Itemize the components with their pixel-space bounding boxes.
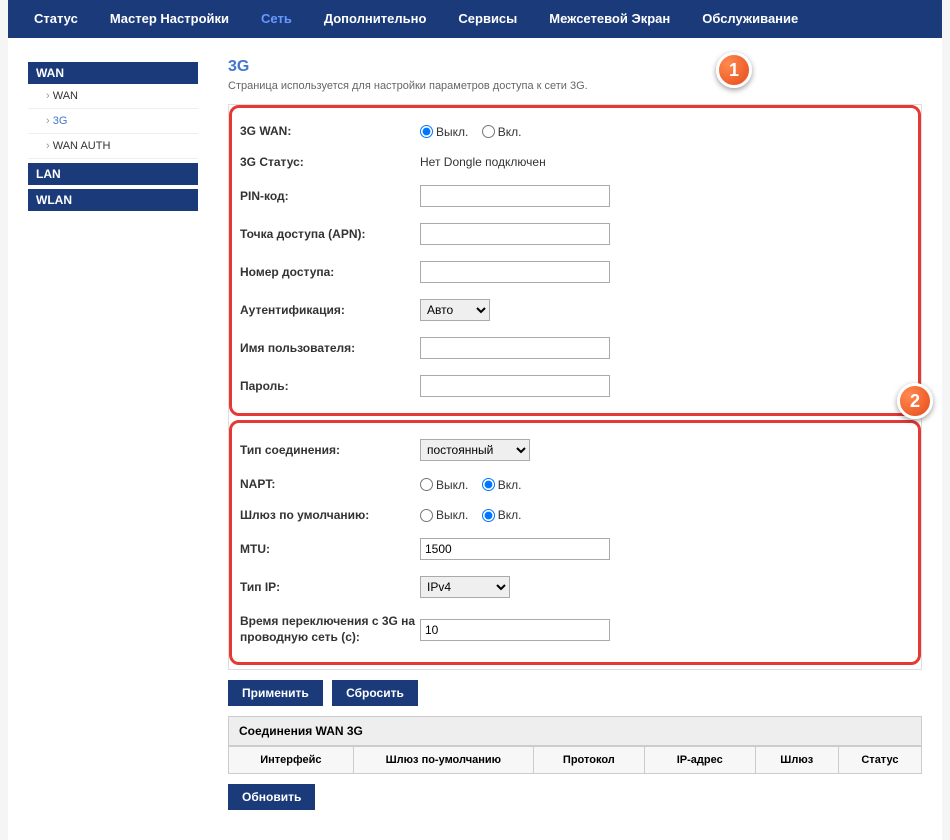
reset-button[interactable]: Сбросить <box>332 680 418 706</box>
nav-item-0[interactable]: Статус <box>18 0 94 38</box>
table-col-0: Интерфейс <box>229 746 354 773</box>
iptype-label: Тип IP: <box>240 580 420 594</box>
table-col-5: Статус <box>838 746 921 773</box>
napt-on-text: Вкл. <box>498 478 522 492</box>
napt-label: NAPT: <box>240 477 420 491</box>
refresh-button[interactable]: Обновить <box>228 784 315 810</box>
apply-button[interactable]: Применить <box>228 680 323 706</box>
section-2-highlight: Тип соединения: постоянный NAPT: Выкл. В… <box>229 420 921 665</box>
nav-item-1[interactable]: Мастер Настройки <box>94 0 245 38</box>
status-label: 3G Статус: <box>240 155 420 169</box>
callout-badge-2: 2 <box>897 383 933 419</box>
dial-input[interactable] <box>420 261 610 283</box>
napt-off-text: Выкл. <box>436 478 468 492</box>
content: 3G Страница используется для настройки п… <box>228 58 922 820</box>
auth-select[interactable]: Авто <box>420 299 490 321</box>
gw-on-radio[interactable] <box>482 509 495 522</box>
table-col-3: IP-адрес <box>644 746 755 773</box>
pass-input[interactable] <box>420 375 610 397</box>
apn-input[interactable] <box>420 223 610 245</box>
mtu-label: MTU: <box>240 542 420 556</box>
nav-item-2[interactable]: Сеть <box>245 0 308 38</box>
apn-label: Точка доступа (APN): <box>240 227 420 241</box>
switch-input[interactable] <box>420 619 610 641</box>
page-title: 3G <box>228 58 922 76</box>
top-nav: СтатусМастер НастройкиСетьДополнительноС… <box>8 0 942 38</box>
nav-item-3[interactable]: Дополнительно <box>308 0 443 38</box>
callout-badge-1: 1 <box>716 52 752 88</box>
iptype-select[interactable]: IPv4 <box>420 576 510 598</box>
user-input[interactable] <box>420 337 610 359</box>
napt-on-radio[interactable] <box>482 478 495 491</box>
sidebar-item-wan-auth[interactable]: WAN AUTH <box>28 134 198 159</box>
conn-label: Тип соединения: <box>240 443 420 457</box>
switch-label: Время переключения с 3G на проводную сет… <box>240 614 420 645</box>
sidebar-item-wan[interactable]: WAN <box>28 84 198 109</box>
table-col-2: Протокол <box>533 746 644 773</box>
page-description: Страница используется для настройки пара… <box>228 80 922 92</box>
mtu-input[interactable] <box>420 538 610 560</box>
table-col-1: Шлюз по-умолчанию <box>353 746 533 773</box>
sidebar: WANWAN3GWAN AUTHLANWLAN <box>28 58 198 820</box>
nav-item-4[interactable]: Сервисы <box>442 0 533 38</box>
conn-select[interactable]: постоянный <box>420 439 530 461</box>
nav-item-6[interactable]: Обслуживание <box>686 0 814 38</box>
section-1-highlight: 3G WAN: Выкл. Вкл. 3G Статус: Нет Dongle… <box>229 105 921 416</box>
table-title: Соединения WAN 3G <box>228 716 922 746</box>
connections-table: ИнтерфейсШлюз по-умолчаниюПротоколIP-адр… <box>228 746 922 774</box>
pass-label: Пароль: <box>240 379 420 393</box>
gw-on-text: Вкл. <box>498 508 522 522</box>
wan-off-radio[interactable] <box>420 125 433 138</box>
wan-on-radio[interactable] <box>482 125 495 138</box>
pin-label: PIN-код: <box>240 189 420 203</box>
settings-panel: 3G WAN: Выкл. Вкл. 3G Статус: Нет Dongle… <box>228 104 922 670</box>
dial-label: Номер доступа: <box>240 265 420 279</box>
wan-label: 3G WAN: <box>240 124 420 138</box>
sidebar-item-3g[interactable]: 3G <box>28 109 198 134</box>
table-col-4: Шлюз <box>755 746 838 773</box>
sidebar-header-wan[interactable]: WAN <box>28 62 198 84</box>
gw-off-text: Выкл. <box>436 508 468 522</box>
auth-label: Аутентификация: <box>240 303 420 317</box>
nav-item-5[interactable]: Межсетевой Экран <box>533 0 686 38</box>
pin-input[interactable] <box>420 185 610 207</box>
gw-off-radio[interactable] <box>420 509 433 522</box>
gw-label: Шлюз по умолчанию: <box>240 508 420 522</box>
status-value: Нет Dongle подключен <box>420 155 910 169</box>
wan-on-text: Вкл. <box>498 125 522 139</box>
sidebar-header-wlan[interactable]: WLAN <box>28 189 198 211</box>
sidebar-header-lan[interactable]: LAN <box>28 163 198 185</box>
napt-off-radio[interactable] <box>420 478 433 491</box>
user-label: Имя пользователя: <box>240 341 420 355</box>
wan-off-text: Выкл. <box>436 125 468 139</box>
